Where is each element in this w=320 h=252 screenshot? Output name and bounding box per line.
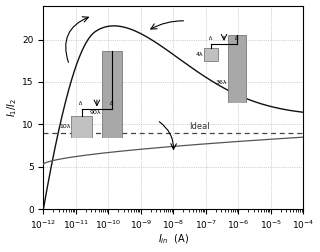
Text: Ideal: Ideal [189, 122, 210, 131]
X-axis label: $I_{in}$  (A): $I_{in}$ (A) [158, 233, 189, 246]
Y-axis label: $I_1/I_2$: $I_1/I_2$ [5, 98, 19, 117]
